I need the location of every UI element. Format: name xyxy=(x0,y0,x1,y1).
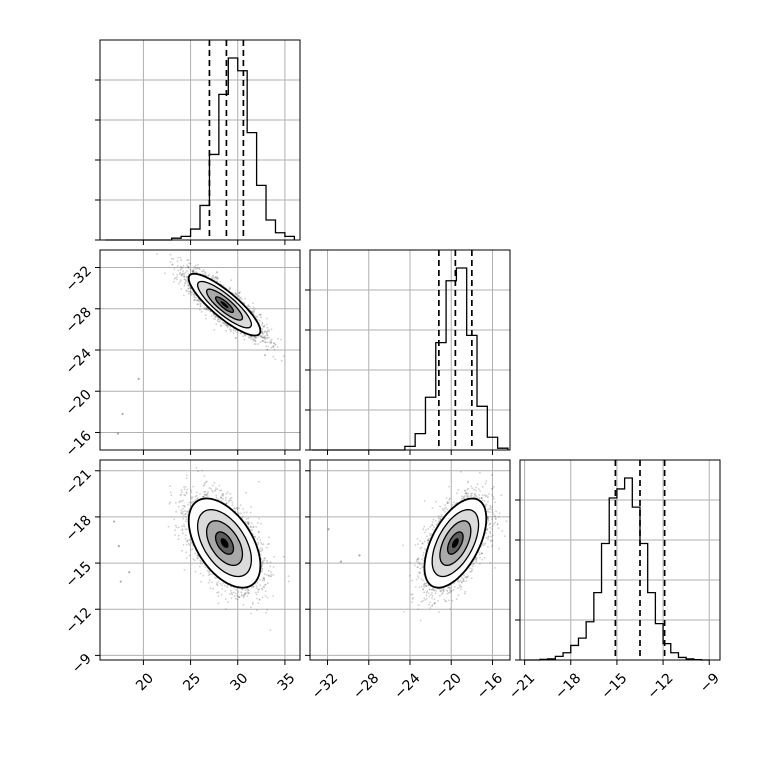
contour-line xyxy=(423,497,488,589)
density-panel-corr-p2-p0: 20 25 30 35 −9 −12 −15 −18 −21 xyxy=(63,459,301,694)
panel-frame xyxy=(519,459,721,661)
histogram-panel-hist-p0 xyxy=(95,39,301,245)
x-tick-label: −21 xyxy=(506,670,538,702)
x-tick-label: −15 xyxy=(598,670,630,702)
y-tick-label: −12 xyxy=(63,605,95,637)
outlier-point xyxy=(327,528,330,531)
panel-frame xyxy=(99,39,301,241)
contour-line xyxy=(205,288,244,321)
x-tick-label: 20 xyxy=(133,670,157,694)
y-tick-label: −16 xyxy=(63,428,95,460)
contour-line xyxy=(196,280,253,329)
x-tick-label: −12 xyxy=(644,670,676,702)
outlier-point xyxy=(128,571,131,574)
panel-frame xyxy=(99,459,301,661)
outlier-point xyxy=(113,520,116,523)
contour-line xyxy=(205,520,244,567)
y-tick-label: −28 xyxy=(63,304,95,336)
panel-background xyxy=(100,460,300,660)
density-content xyxy=(113,467,290,631)
y-tick-label: −18 xyxy=(63,512,95,544)
contour-line xyxy=(196,509,253,578)
y-tick-label: −9 xyxy=(69,651,95,677)
y-tick-label: −24 xyxy=(63,345,95,377)
y-tick-label: −15 xyxy=(63,559,95,591)
density-peak xyxy=(452,538,459,548)
contour-line xyxy=(187,497,262,589)
density-peak xyxy=(220,538,229,548)
density-content xyxy=(327,470,508,622)
density-panel-corr-p2-p1: −32 −28 −24 −20 −16 xyxy=(305,459,511,703)
x-tick-label: −16 xyxy=(474,670,506,702)
outlier-point xyxy=(116,432,120,435)
y-tick-label: −20 xyxy=(63,387,95,419)
density-content xyxy=(116,250,285,435)
outlier-point xyxy=(339,560,343,563)
contour-line xyxy=(439,520,472,567)
histogram-bars xyxy=(524,477,710,661)
density-panel-corr-p1-p0: −16 −20 −24 −28 −32 xyxy=(63,249,301,460)
x-tick-label: −20 xyxy=(433,670,465,702)
contour-line xyxy=(214,531,235,555)
x-tick-label: −32 xyxy=(309,670,341,702)
x-tick-label: −18 xyxy=(552,670,584,702)
y-tick-label: −21 xyxy=(63,466,95,498)
contour-line xyxy=(431,508,480,578)
outlier-point xyxy=(358,554,361,557)
contour-line xyxy=(187,272,262,337)
histogram-panel-hist-p1 xyxy=(305,249,511,455)
x-tick-label: −28 xyxy=(350,670,382,702)
x-tick-label: −24 xyxy=(391,670,423,702)
outlier-point xyxy=(137,377,140,380)
panel-background xyxy=(520,460,720,660)
x-tick-label: −9 xyxy=(697,670,723,696)
y-tick-label: −32 xyxy=(63,263,95,295)
density-peak xyxy=(220,301,229,308)
outlier-point xyxy=(117,545,120,548)
contour-line xyxy=(446,531,464,555)
histogram-panel-hist-p2: −21 −18 −15 −12 −9 xyxy=(506,459,723,703)
x-tick-label: 25 xyxy=(180,670,204,694)
outlier-point xyxy=(119,580,122,583)
outlier-point xyxy=(121,412,124,416)
contour-line xyxy=(214,296,235,314)
x-tick-label: 30 xyxy=(227,670,251,694)
x-tick-label: 35 xyxy=(275,670,299,694)
